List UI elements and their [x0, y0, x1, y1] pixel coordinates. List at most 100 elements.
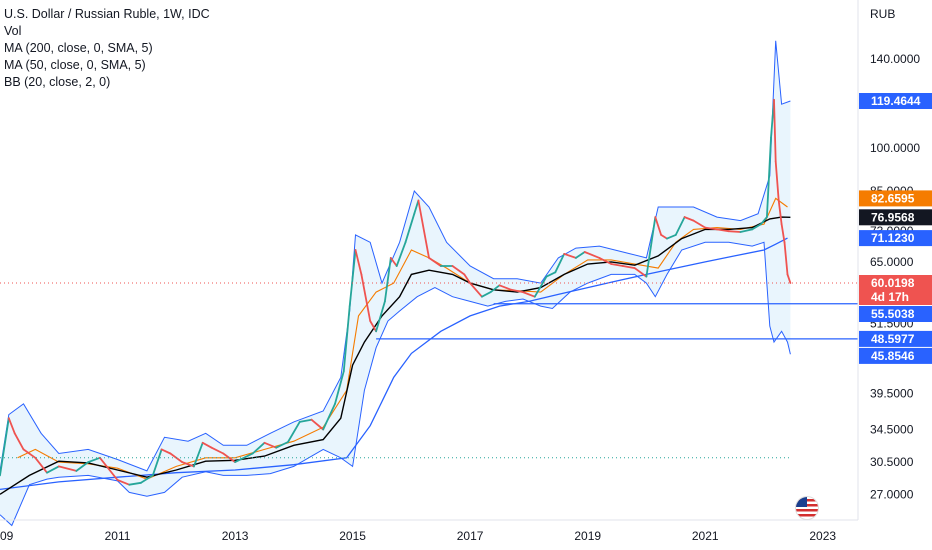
- price-segment: [783, 241, 789, 276]
- price-tag-bg: [859, 190, 932, 207]
- price-tag-label: 82.6595: [871, 191, 915, 205]
- x-tick-label: 2011: [105, 529, 131, 543]
- price-segment: [480, 291, 492, 298]
- price-segment: [413, 199, 420, 215]
- series-line-ma-200-long-: [0, 237, 788, 491]
- chart-legend: U.S. Dollar / Russian Ruble, 1W, IDC Vol…: [4, 6, 210, 91]
- symbol-title[interactable]: U.S. Dollar / Russian Ruble, 1W, IDC: [4, 7, 210, 21]
- price-segment: [554, 252, 566, 274]
- y-axis-unit: RUB: [870, 7, 895, 21]
- price-segment: [545, 271, 557, 278]
- price-segment: [533, 275, 548, 298]
- x-tick-label: 2017: [457, 529, 484, 543]
- price-segment: [210, 446, 225, 455]
- price-segment: [563, 252, 577, 259]
- price-tag-label: 119.4644: [871, 94, 921, 108]
- price-tag-label: 45.8546: [871, 349, 915, 363]
- price-segment: [140, 474, 154, 484]
- price-tag-bg: [859, 347, 932, 364]
- price-segment: [389, 256, 398, 267]
- y-tick-label: 100.0000: [870, 141, 920, 155]
- price-segment: [575, 251, 586, 259]
- price-segment: [727, 230, 742, 233]
- price-segment: [322, 402, 336, 431]
- price-tag-bg: [859, 330, 932, 347]
- price-segment: [622, 265, 636, 270]
- price-segment: [354, 249, 363, 276]
- price-segment: [287, 420, 301, 443]
- price-segment: [498, 284, 513, 291]
- price-segment: [192, 441, 204, 468]
- price-segment: [773, 98, 777, 163]
- price-tag-bg: [859, 275, 932, 305]
- price-segment: [522, 291, 536, 298]
- price-segment: [654, 216, 662, 236]
- price-segment: [334, 370, 345, 405]
- price-segment: [348, 249, 357, 308]
- price-segment: [222, 452, 237, 464]
- price-segment: [469, 282, 483, 298]
- price-segment: [417, 199, 430, 259]
- legend-volume[interactable]: Vol: [4, 24, 22, 38]
- price-segment: [13, 432, 25, 451]
- price-segment: [46, 465, 60, 474]
- x-tick-label: 2023: [809, 529, 836, 543]
- legend-bollinger[interactable]: BB (20, close, 2, 0): [4, 75, 111, 89]
- price-segment: [510, 288, 524, 294]
- price-segment: [251, 441, 266, 455]
- price-segment: [369, 320, 378, 333]
- price-tag-countdown: 4d 17h: [871, 290, 909, 304]
- price-segment: [275, 441, 289, 449]
- price-segment: [99, 456, 119, 481]
- price-segment: [774, 160, 780, 202]
- price-segment: [739, 228, 754, 233]
- price-tag-label: 48.5977: [871, 332, 915, 346]
- price-segment: [0, 417, 10, 477]
- price-segment: [116, 479, 131, 486]
- price-segment: [7, 417, 16, 435]
- price-segment: [645, 216, 657, 278]
- legend-ma-50[interactable]: MA (50, close, 0, SMA, 5): [4, 58, 146, 72]
- y-tick-label: 140.0000: [870, 52, 920, 66]
- price-segment: [780, 223, 786, 244]
- price-segment: [404, 212, 416, 244]
- price-segment: [463, 273, 472, 285]
- price-segment: [34, 456, 48, 474]
- price-segment: [674, 216, 686, 236]
- price-segment: [428, 256, 442, 267]
- price-segment: [151, 448, 163, 477]
- y-tick-label: 34.5000: [870, 423, 914, 437]
- price-segment: [692, 219, 707, 229]
- x-tick-label: 2021: [692, 529, 719, 543]
- price-segment: [766, 136, 772, 219]
- us-flag-icon[interactable]: [796, 497, 818, 519]
- price-tag-label: 60.0198: [871, 276, 915, 290]
- x-axis-ticks: 2009 2011 2013 2015 2017 2019 2021 2023: [0, 529, 836, 543]
- price-segment: [181, 461, 195, 468]
- price-segment: [489, 284, 501, 294]
- price-segment: [160, 448, 172, 455]
- bb-fill-area: [0, 40, 791, 526]
- price-segment: [75, 461, 90, 472]
- price-tag-label: 55.5038: [871, 307, 915, 321]
- price-segment: [57, 465, 78, 472]
- price-segment: [87, 456, 101, 464]
- price-tag-label: 71.1230: [871, 231, 915, 245]
- series-line-bb-upper: [0, 40, 791, 472]
- price-segment: [298, 418, 313, 423]
- price-tag-bg: [859, 230, 932, 247]
- price-segment: [128, 481, 142, 486]
- price-segment: [310, 418, 325, 431]
- price-tag-bg: [859, 306, 932, 322]
- series-line-ma-200-close-0-sma-5-: [0, 216, 791, 495]
- price-segment: [760, 216, 768, 226]
- x-tick-label: 2019: [574, 529, 601, 543]
- series-lines: [0, 40, 792, 527]
- price-segment: [704, 226, 718, 231]
- bollinger-band-fill: [0, 40, 791, 526]
- legend-ma-200[interactable]: MA (200, close, 0, SMA, 5): [4, 41, 153, 55]
- price-segment: [716, 228, 730, 233]
- x-tick-label: 2013: [222, 529, 249, 543]
- price-segment: [375, 300, 386, 333]
